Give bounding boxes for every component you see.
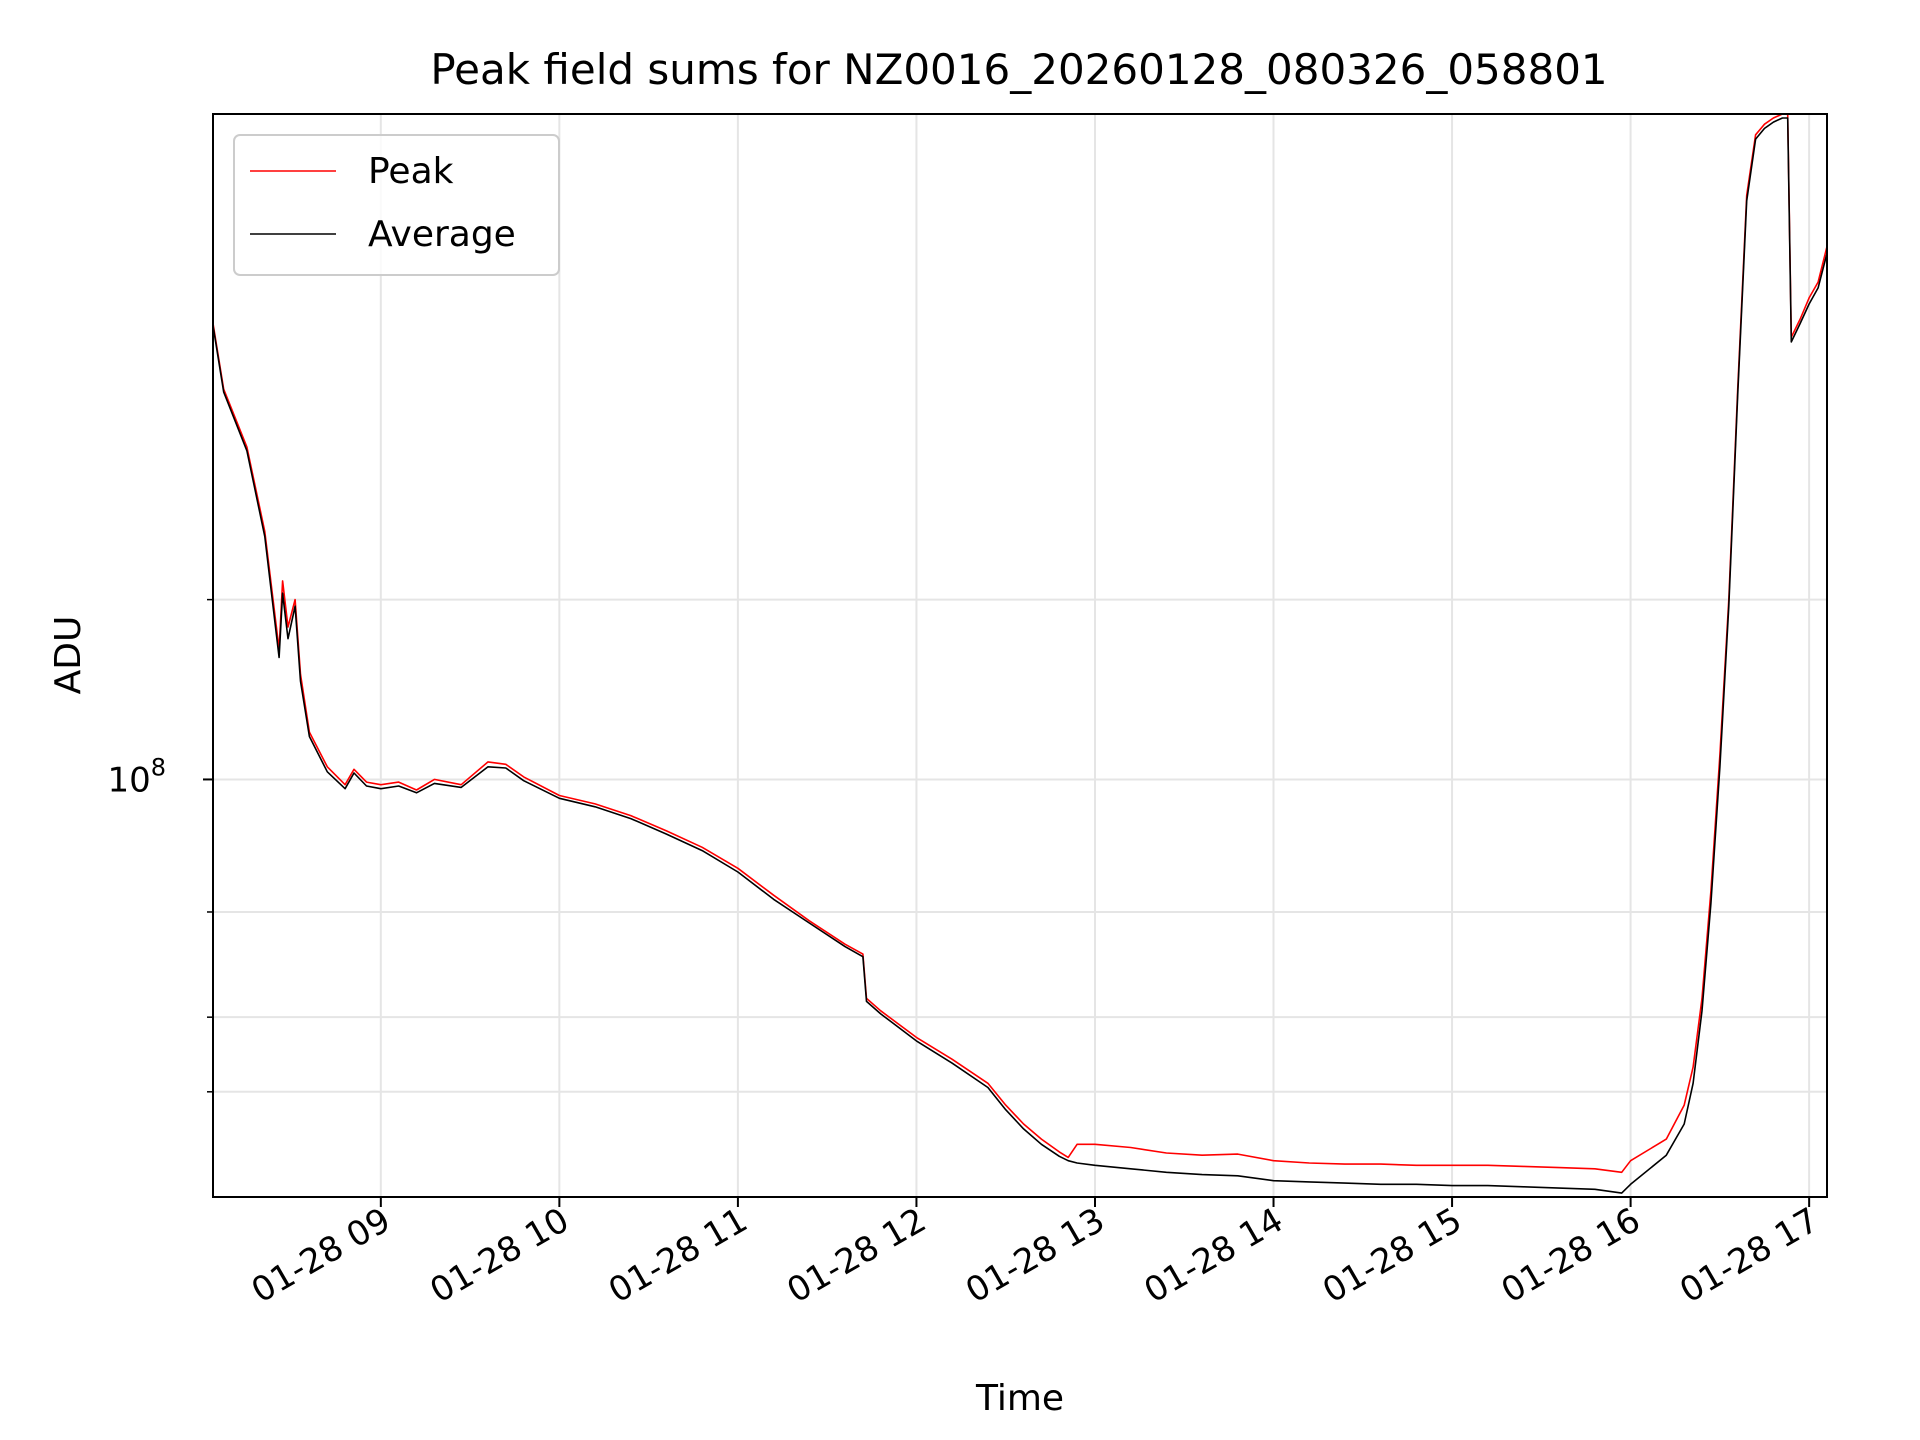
y-tick-label-exponent: 8 [151, 753, 166, 781]
series-lines [213, 114, 1827, 1194]
legend-peak-label: Peak [368, 151, 454, 192]
legend-box [233, 134, 560, 276]
plot-frame [212, 113, 1828, 1198]
grid-lines [213, 114, 1827, 1197]
series-line-average [213, 117, 1827, 1194]
legend: Peak Average [233, 134, 560, 276]
chart-title: Peak field sums for NZ0016_20260128_0803… [430, 45, 1607, 94]
y-axis-label: ADU [48, 616, 89, 695]
tick-marks [203, 598, 1811, 1207]
x-axis-label: Time [975, 1378, 1064, 1419]
y-tick-label: 108 [107, 753, 166, 800]
y-tick-labels: 108 [107, 753, 166, 800]
y-tick-label-base: 10 [107, 760, 150, 800]
legend-average-label: Average [368, 214, 516, 255]
